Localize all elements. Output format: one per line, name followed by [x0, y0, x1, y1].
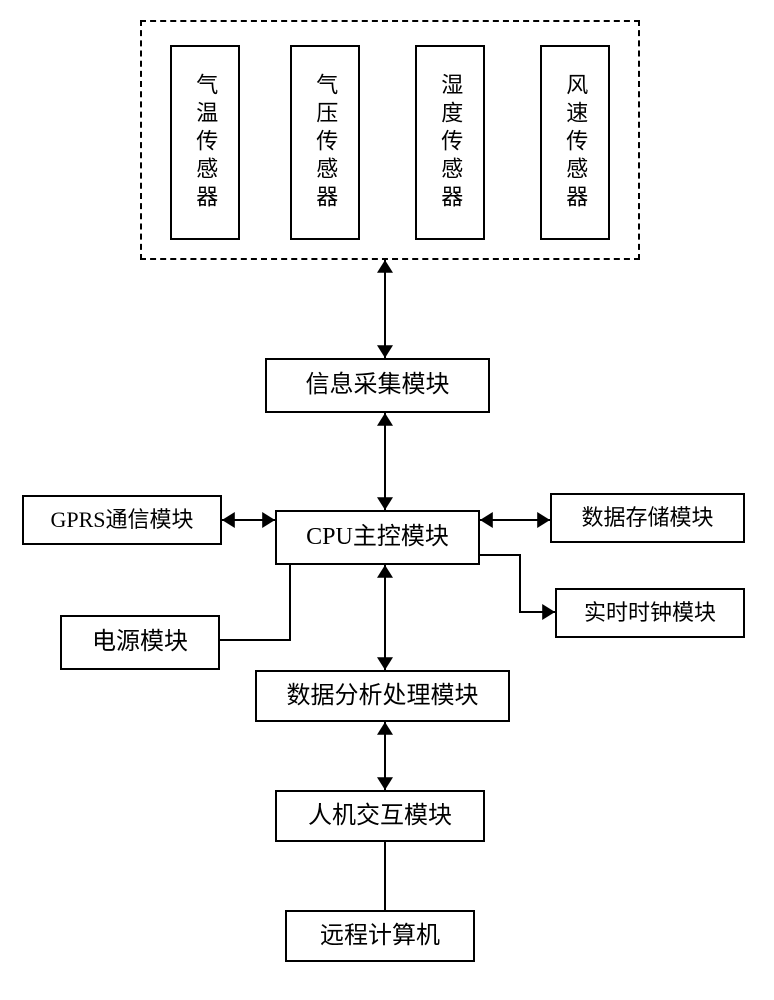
diagram-canvas: 气温传感器气压传感器湿度传感器风速传感器信息采集模块GPRS通信模块CPU主控模… — [0, 0, 774, 1000]
edges-layer — [0, 0, 774, 1000]
